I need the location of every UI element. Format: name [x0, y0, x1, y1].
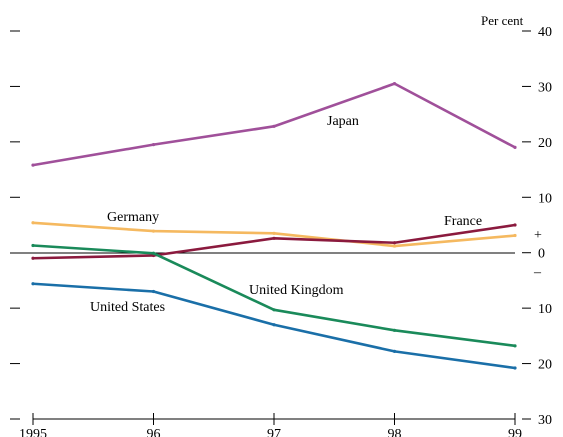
series-label-france: France [444, 214, 482, 229]
point-germany-3 [392, 244, 397, 248]
point-france-4 [513, 223, 517, 227]
y-tick-label-6: 20 [538, 358, 552, 373]
x-axis-ticks: 1995 96 97 98 99 [19, 413, 522, 437]
point-united-states-2 [272, 323, 276, 327]
point-united-states-1 [151, 289, 156, 294]
point-united-states-3 [392, 349, 397, 353]
x-tick-label-1: 96 [147, 427, 161, 437]
series-label-japan: Japan [327, 114, 359, 129]
point-france-0 [31, 256, 35, 260]
point-japan-4 [513, 145, 517, 149]
y-tick-label-4: 0 [538, 247, 545, 262]
point-united-kingdom-4 [513, 344, 517, 348]
left-axis-ticks [10, 30, 20, 420]
point-germany-2 [272, 231, 276, 235]
x-tick-label-4: 99 [508, 427, 522, 437]
point-united-kingdom-1 [151, 251, 156, 255]
y-tick-label-1: 30 [538, 80, 552, 95]
series-label-united-states: United States [90, 300, 165, 315]
series-lines [31, 82, 517, 370]
point-united-kingdom-0 [31, 243, 35, 248]
y-tick-label-2: 20 [538, 136, 552, 151]
series-label-united-kingdom: United Kingdom [249, 283, 344, 298]
point-japan-3 [392, 82, 397, 86]
y-tick-label-5: 10 [538, 302, 552, 317]
y-tick-label-0: 40 [538, 25, 552, 40]
point-germany-4 [513, 233, 517, 238]
plus-sign: + [534, 228, 542, 243]
point-japan-0 [31, 163, 35, 167]
point-france-2 [272, 236, 276, 240]
minus-sign: – [533, 265, 542, 280]
point-united-kingdom-2 [272, 308, 276, 312]
point-japan-1 [151, 143, 156, 147]
point-germany-1 [151, 229, 156, 233]
x-tick-label-0: 1995 [19, 427, 47, 437]
point-germany-0 [31, 221, 35, 225]
unit-label: Per cent [481, 13, 524, 28]
y-tick-label-3: 10 [538, 191, 552, 206]
point-japan-2 [272, 124, 276, 128]
series-line-japan [31, 82, 517, 167]
series-label-germany: Germany [107, 210, 159, 225]
point-united-kingdom-3 [392, 328, 397, 332]
y-tick-label-7: 30 [538, 413, 552, 428]
x-tick-label-3: 98 [388, 427, 402, 437]
right-axis-ticks: 40 30 20 10 0 10 20 30 [522, 25, 552, 428]
point-united-states-4 [513, 366, 517, 370]
point-united-states-0 [31, 282, 35, 286]
x-tick-label-2: 97 [267, 427, 281, 437]
point-france-3 [392, 241, 397, 245]
